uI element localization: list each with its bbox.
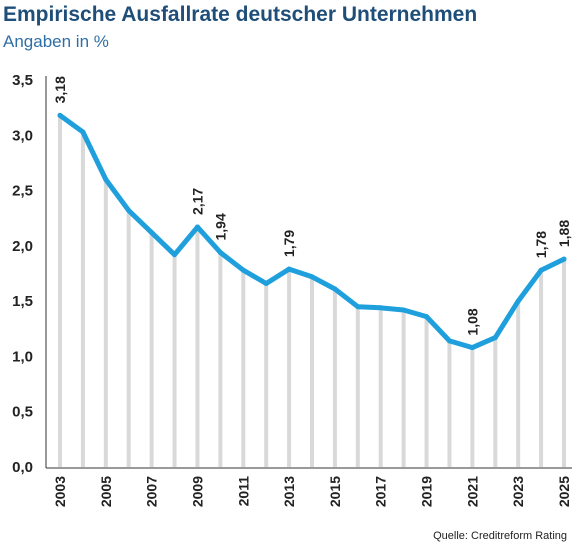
data-label-2021: 1,08 bbox=[464, 308, 480, 335]
data-point-2016 bbox=[355, 304, 361, 310]
x-tick-label: 2025 bbox=[556, 476, 572, 507]
data-point-2021 bbox=[469, 345, 475, 351]
x-tick-label: 2007 bbox=[144, 476, 160, 507]
series-line-group bbox=[57, 112, 567, 351]
x-tick-label: 2005 bbox=[98, 476, 114, 507]
data-point-2005 bbox=[103, 177, 109, 183]
data-point-2003 bbox=[57, 112, 63, 118]
data-point-2023 bbox=[515, 298, 521, 304]
x-tick-label: 2003 bbox=[52, 476, 68, 507]
data-point-2011 bbox=[240, 267, 246, 273]
data-point-2006 bbox=[126, 207, 132, 213]
y-axis-ticks: 0,0 0,5 1,0 1,5 2,0 2,5 3,0 3,5 bbox=[12, 72, 33, 476]
data-label-2013: 1,79 bbox=[281, 230, 297, 257]
data-point-2017 bbox=[378, 305, 384, 311]
y-tick-label: 0,0 bbox=[12, 459, 33, 476]
source-note: Quelle: Creditreform Rating bbox=[433, 530, 567, 542]
y-tick-label: 3,5 bbox=[12, 72, 33, 89]
x-tick-label: 2023 bbox=[510, 476, 526, 507]
y-tick-label: 2,0 bbox=[12, 238, 33, 255]
data-point-2019 bbox=[424, 314, 430, 320]
chart-subtitle: Angaben in % bbox=[3, 32, 109, 51]
drop-lines bbox=[58, 115, 566, 467]
data-point-2025 bbox=[561, 256, 567, 262]
x-tick-label: 2015 bbox=[327, 476, 343, 507]
data-point-2015 bbox=[332, 286, 338, 292]
y-tick-label: 0,5 bbox=[12, 404, 33, 421]
x-tick-label: 2009 bbox=[189, 476, 205, 507]
y-tick-label: 1,0 bbox=[12, 348, 33, 365]
data-label-2003: 3,18 bbox=[52, 76, 68, 103]
y-tick-label: 2,5 bbox=[12, 183, 33, 200]
data-point-2007 bbox=[149, 230, 155, 236]
data-point-2020 bbox=[446, 338, 452, 344]
x-tick-label: 2017 bbox=[373, 476, 389, 507]
data-point-2008 bbox=[172, 252, 178, 258]
data-point-2004 bbox=[80, 129, 86, 135]
data-label-2010: 1,94 bbox=[212, 213, 228, 240]
y-tick-label: 1,5 bbox=[12, 293, 33, 310]
y-tick-label: 3,0 bbox=[12, 127, 33, 144]
data-label-2009: 2,17 bbox=[189, 188, 205, 215]
x-tick-label: 2021 bbox=[464, 476, 480, 507]
data-point-2018 bbox=[401, 307, 407, 313]
axes bbox=[45, 76, 572, 469]
data-point-2014 bbox=[309, 274, 315, 280]
data-point-2013 bbox=[286, 266, 292, 272]
data-label-2024: 1,78 bbox=[533, 231, 549, 258]
chart-title: Empirische Ausfallrate deutscher Unterne… bbox=[3, 3, 478, 26]
data-point-2022 bbox=[492, 335, 498, 341]
data-point-2024 bbox=[538, 267, 544, 273]
x-tick-label: 2011 bbox=[235, 476, 251, 507]
data-point-2009 bbox=[194, 224, 200, 230]
data-point-2010 bbox=[217, 249, 223, 255]
x-axis-ticks: 2003 2005 2007 2009 2011 2013 2015 2017 2019 2021… bbox=[52, 476, 572, 507]
x-tick-label: 2019 bbox=[419, 476, 435, 507]
data-label-2025: 1,88 bbox=[556, 220, 572, 247]
x-tick-label: 2013 bbox=[281, 476, 297, 507]
data-point-2012 bbox=[263, 280, 269, 286]
data-labels: 3,18 2,17 1,94 1,79 1,08 1,78 1,88 bbox=[52, 76, 572, 336]
